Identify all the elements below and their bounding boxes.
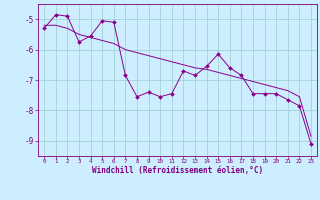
X-axis label: Windchill (Refroidissement éolien,°C): Windchill (Refroidissement éolien,°C) xyxy=(92,166,263,175)
